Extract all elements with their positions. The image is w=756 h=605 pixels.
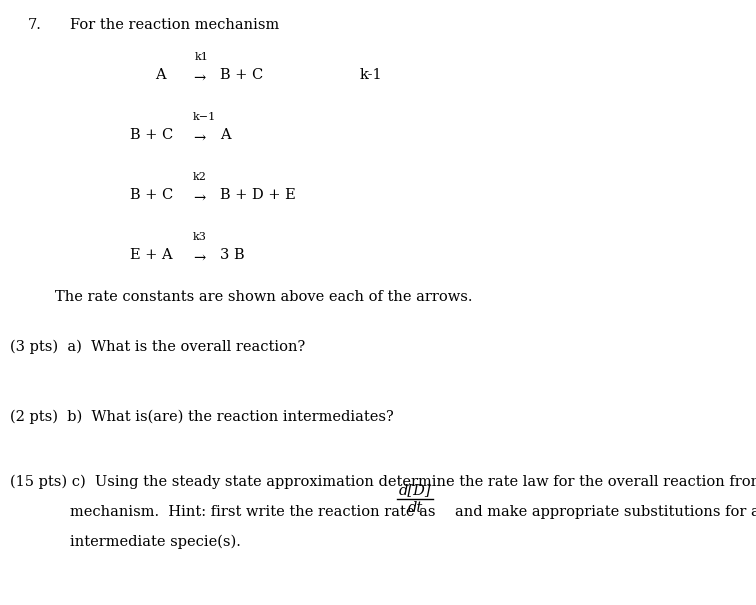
Text: (3 pts)  a)  What is the overall reaction?: (3 pts) a) What is the overall reaction?: [10, 340, 305, 355]
Text: k−1: k−1: [193, 112, 216, 122]
Text: E + A: E + A: [130, 248, 172, 262]
Text: k-1: k-1: [360, 68, 383, 82]
Text: and make appropriate substitutions for any: and make appropriate substitutions for a…: [455, 505, 756, 519]
Text: B + C: B + C: [130, 128, 173, 142]
Text: →: →: [193, 192, 205, 206]
Text: →: →: [193, 132, 205, 146]
Text: B + D + E: B + D + E: [220, 188, 296, 202]
Text: A: A: [220, 128, 231, 142]
Text: k3: k3: [193, 232, 207, 242]
Text: For the reaction mechanism: For the reaction mechanism: [70, 18, 279, 32]
Text: →: →: [193, 252, 205, 266]
Text: 7.: 7.: [28, 18, 42, 32]
Text: (2 pts)  b)  What is(are) the reaction intermediates?: (2 pts) b) What is(are) the reaction int…: [10, 410, 394, 424]
Text: The rate constants are shown above each of the arrows.: The rate constants are shown above each …: [55, 290, 472, 304]
Text: A: A: [155, 68, 166, 82]
Text: k1: k1: [195, 52, 209, 62]
Text: (15 pts) c)  Using the steady state approximation determine the rate law for the: (15 pts) c) Using the steady state appro…: [10, 475, 756, 489]
Text: mechanism.  Hint: first write the reaction rate as: mechanism. Hint: first write the reactio…: [70, 505, 435, 519]
Text: B + C: B + C: [130, 188, 173, 202]
Text: intermediate specie(s).: intermediate specie(s).: [70, 535, 241, 549]
Text: d[D]: d[D]: [398, 483, 432, 497]
Text: →: →: [193, 72, 205, 86]
Text: dt: dt: [407, 501, 423, 515]
Text: 3 B: 3 B: [220, 248, 245, 262]
Text: k2: k2: [193, 172, 207, 182]
Text: B + C: B + C: [220, 68, 263, 82]
